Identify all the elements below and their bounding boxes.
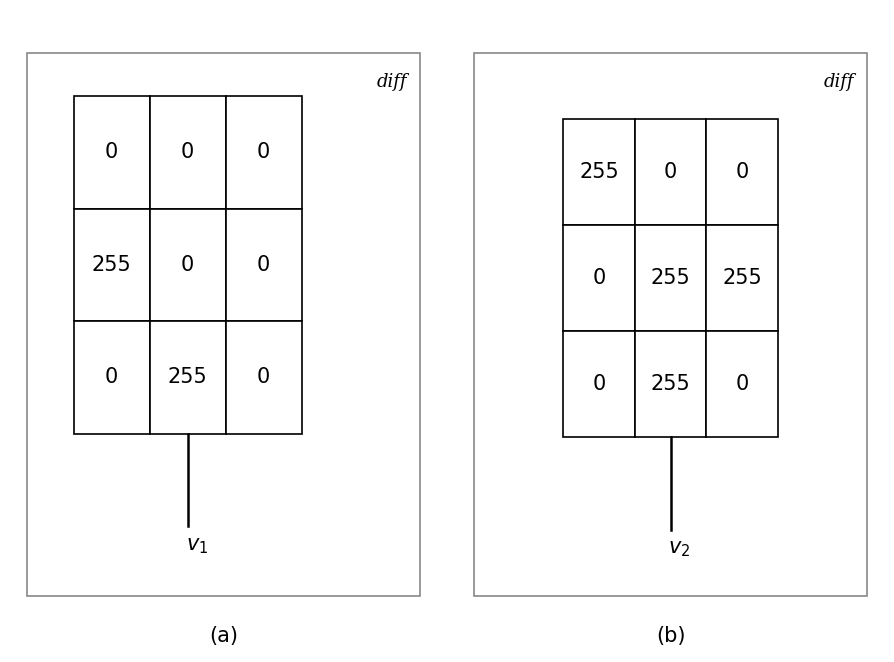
Bar — [149, 209, 225, 321]
Text: 255: 255 — [651, 374, 690, 394]
Text: 0: 0 — [593, 374, 605, 394]
Bar — [225, 96, 302, 209]
Text: 0: 0 — [257, 255, 270, 275]
Text: 0: 0 — [736, 374, 748, 394]
Text: 255: 255 — [92, 255, 131, 275]
Text: 0: 0 — [736, 162, 748, 182]
Text: 255: 255 — [651, 268, 690, 288]
Text: 0: 0 — [181, 255, 194, 275]
Bar — [706, 119, 778, 225]
Bar — [149, 96, 225, 209]
Bar — [73, 321, 150, 434]
Text: 255: 255 — [579, 162, 619, 182]
Bar — [706, 225, 778, 331]
Bar — [635, 225, 706, 331]
Text: 255: 255 — [168, 367, 207, 387]
Bar — [225, 321, 302, 434]
Text: (a): (a) — [209, 626, 238, 645]
Text: 0: 0 — [257, 367, 270, 387]
Bar — [73, 209, 150, 321]
Bar — [73, 96, 150, 209]
Text: 0: 0 — [105, 142, 118, 162]
Text: 0: 0 — [181, 142, 194, 162]
Bar — [27, 53, 420, 596]
Text: diff: diff — [823, 73, 854, 91]
Text: 0: 0 — [664, 162, 677, 182]
Bar — [474, 53, 867, 596]
Text: 0: 0 — [105, 367, 118, 387]
Bar — [563, 331, 635, 437]
Bar — [706, 331, 778, 437]
Bar — [635, 331, 706, 437]
Text: (b): (b) — [656, 626, 685, 645]
Text: 0: 0 — [593, 268, 605, 288]
Bar — [563, 119, 635, 225]
Text: 0: 0 — [257, 142, 270, 162]
Bar — [149, 321, 225, 434]
Text: diff: diff — [376, 73, 407, 91]
Bar — [225, 209, 302, 321]
Bar — [635, 119, 706, 225]
Text: $v_2$: $v_2$ — [669, 540, 690, 559]
Text: 255: 255 — [722, 268, 762, 288]
Bar — [563, 225, 635, 331]
Text: $v_1$: $v_1$ — [186, 536, 207, 556]
